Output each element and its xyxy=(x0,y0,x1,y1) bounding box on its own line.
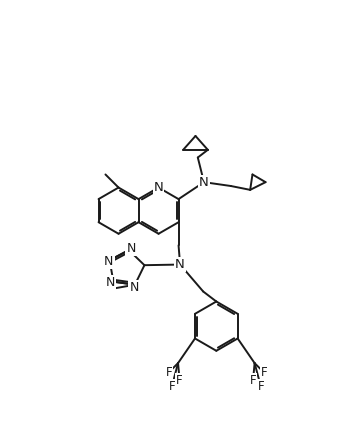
Text: F: F xyxy=(169,380,175,393)
Text: N: N xyxy=(106,276,115,289)
Text: N: N xyxy=(104,255,114,268)
Text: N: N xyxy=(199,176,209,189)
Text: F: F xyxy=(257,380,264,393)
Text: F: F xyxy=(250,374,256,387)
Text: N: N xyxy=(126,242,136,255)
Text: F: F xyxy=(176,374,183,387)
Text: F: F xyxy=(261,366,267,379)
Text: F: F xyxy=(166,366,172,379)
Text: N: N xyxy=(175,258,185,271)
Text: N: N xyxy=(130,281,139,293)
Text: N: N xyxy=(154,181,163,194)
